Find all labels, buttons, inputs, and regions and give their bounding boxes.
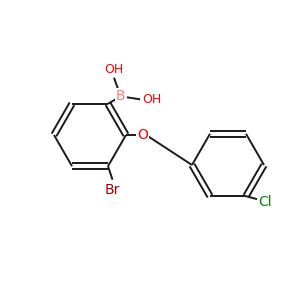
Text: OH: OH <box>104 63 124 76</box>
Text: O: O <box>137 128 148 142</box>
Text: B: B <box>116 89 125 103</box>
Text: Br: Br <box>105 183 120 197</box>
Text: OH: OH <box>142 93 162 106</box>
Text: Cl: Cl <box>259 195 272 209</box>
